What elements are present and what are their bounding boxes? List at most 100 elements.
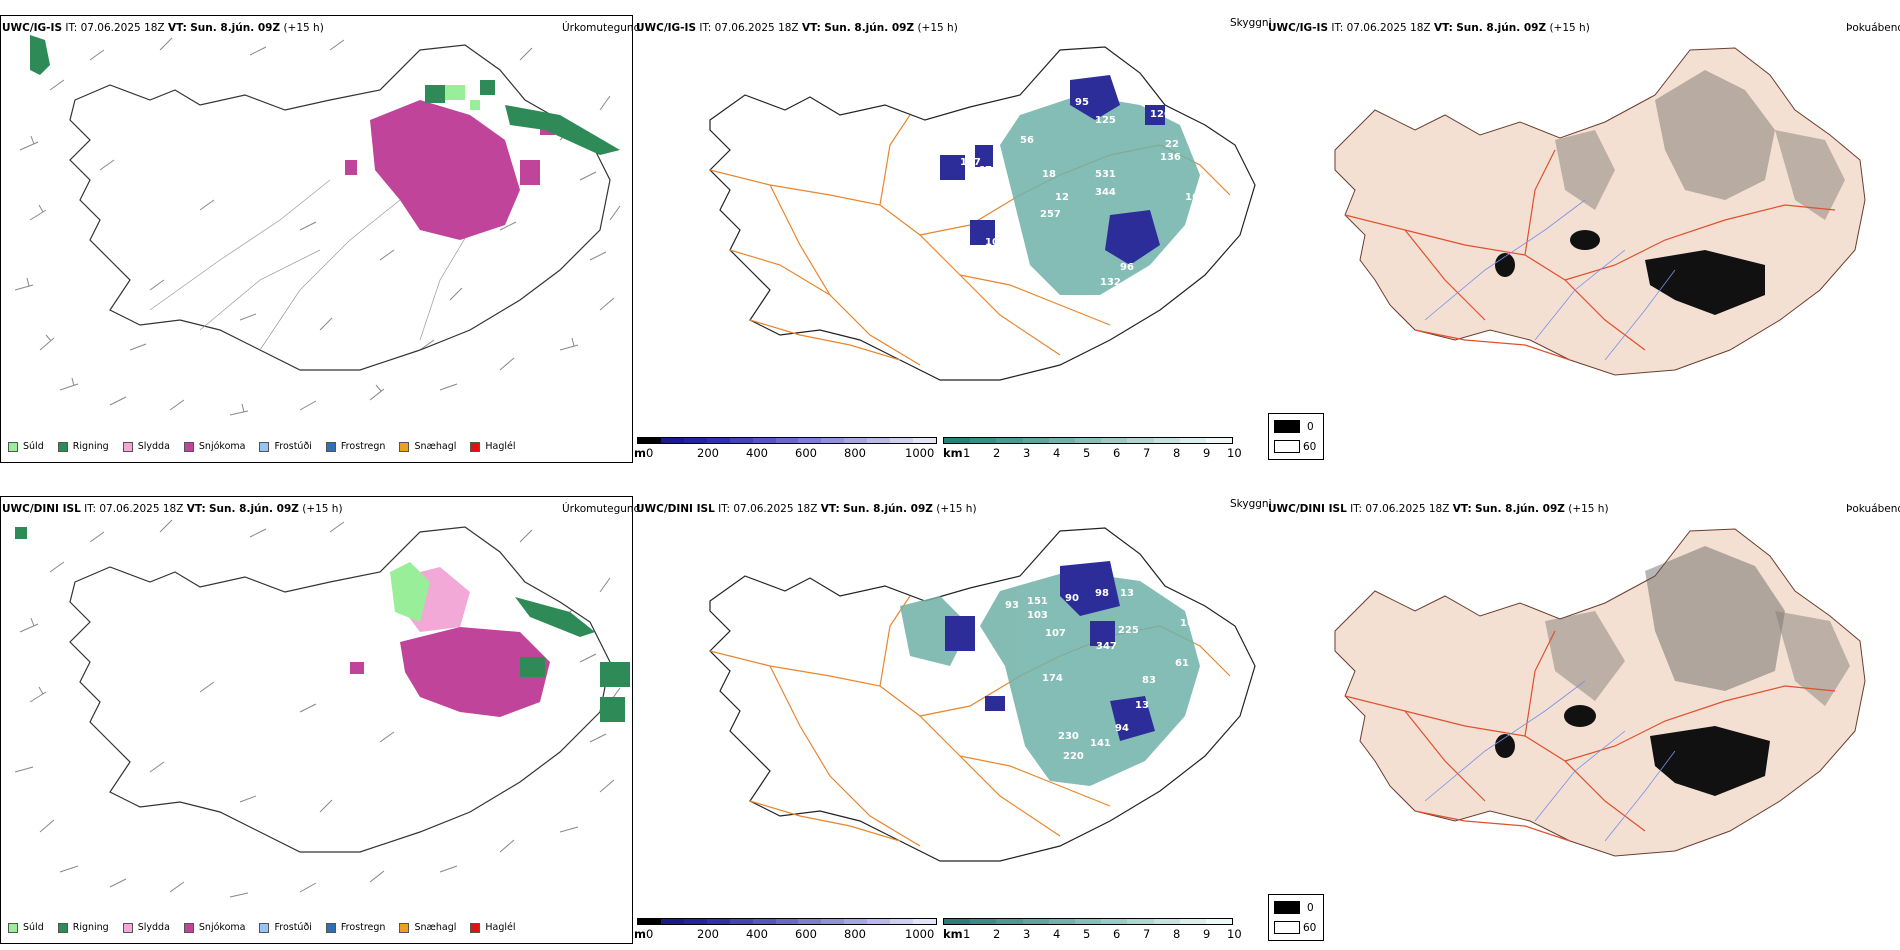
vt-label: VT: <box>1452 503 1472 515</box>
tick-label: 0 <box>646 446 654 460</box>
fog-label: 0 <box>1307 421 1314 433</box>
tick-label: 200 <box>697 927 719 941</box>
tick-label: 4 <box>1053 446 1061 460</box>
snow-number-labels: 151 103 90 98 13 225 107 347 120 174 83 … <box>895 578 1194 762</box>
vt-label: VT: <box>167 22 187 34</box>
panel-title: UWC/DINI ISL IT: 07.06.2025 18Z VT: Sun.… <box>2 503 343 515</box>
colorbar-segment <box>638 919 661 924</box>
wind-barbs <box>14 37 621 416</box>
visibility-map: 151 103 90 98 13 225 107 347 120 174 83 … <box>709 527 1256 862</box>
precip-title: Úrkomutegund <box>562 22 641 34</box>
colorbar-segment <box>970 919 997 924</box>
precip-panel-frame <box>0 496 633 944</box>
value-label: 230 <box>1058 731 1079 742</box>
precip-title: Úrkomutegund <box>562 503 641 515</box>
legend-swatch <box>470 922 481 933</box>
colorbar-segment <box>638 438 661 443</box>
low-visibility-areas <box>940 75 1165 265</box>
fog-rivers <box>1424 680 1676 842</box>
it-label: IT: <box>65 22 78 34</box>
fog-swatch-white <box>1274 440 1300 453</box>
tick-label: 1000 <box>905 927 935 941</box>
value-label: 119 <box>953 192 974 203</box>
legend-item-snow-pellets: Snæhagl <box>399 441 456 452</box>
colorbar-segment <box>821 919 845 924</box>
value-label: 136 <box>1160 152 1181 163</box>
colorbar-segment <box>1205 919 1233 924</box>
fog-legend: 0 60 <box>1268 894 1324 941</box>
panel-title: UWC/IG-IS IT: 07.06.2025 18Z VT: Sun. 8.… <box>1268 22 1590 34</box>
fog-map <box>1334 47 1866 376</box>
model-name: UWC/IG-IS <box>2 22 63 34</box>
it-value: 07.06.2025 18Z <box>1346 22 1431 34</box>
tick-label: 6 <box>1113 927 1121 941</box>
lead-time: (+15 h) <box>302 503 343 515</box>
legend-item-snow: Snjókoma <box>183 922 245 933</box>
vt-label: VT: <box>801 22 821 34</box>
colorbar-segment <box>706 919 730 924</box>
legend-swatch <box>325 441 336 452</box>
colorbar-segment <box>752 919 776 924</box>
colorbar-segment <box>683 438 707 443</box>
vt-value: Sun. 8.jún. 09Z <box>843 503 933 515</box>
colorbar-segment <box>660 919 684 924</box>
it-label: IT: <box>699 22 712 34</box>
colorbar-segment <box>1179 438 1206 443</box>
vt-value: Sun. 8.jún. 09Z <box>1475 503 1565 515</box>
legend-swatch <box>399 922 410 933</box>
colorbar-segment <box>1179 919 1206 924</box>
value-label: 344 <box>1095 187 1116 198</box>
tick-label: 2 <box>993 927 1001 941</box>
visibility-colorbar <box>943 918 1233 925</box>
legend-swatch <box>122 922 133 933</box>
it-value: 07.06.2025 18Z <box>1365 503 1450 515</box>
vt-label: VT: <box>1433 22 1453 34</box>
legend-item-hail: Haglél <box>470 922 516 933</box>
fog-roads <box>1344 149 1836 361</box>
value-label: 13 <box>1135 700 1149 711</box>
colorbar-segment <box>775 438 799 443</box>
colorbar-segment <box>1127 919 1154 924</box>
value-label: 94 <box>1115 723 1129 734</box>
colorbar-segment <box>890 438 914 443</box>
visibility-map: 95 125 126 22 107 67 47 18 12 531 344 25… <box>709 46 1256 381</box>
colorbar-segment <box>867 438 891 443</box>
legend-swatch <box>325 922 336 933</box>
value-label: 132 <box>1100 277 1121 288</box>
colorbar-segment <box>913 438 936 443</box>
low-visibility-areas <box>945 561 1155 741</box>
colorbar-segment <box>1153 919 1180 924</box>
tick-label: 400 <box>746 446 768 460</box>
colorbar-segment <box>1205 438 1233 443</box>
tick-label: 7 <box>1143 446 1151 460</box>
legend-item-freezing-drizzle: Frostúði <box>259 441 312 452</box>
lead-time: (+15 h) <box>917 22 958 34</box>
legend-swatch <box>8 441 18 452</box>
value-label: 531 <box>1095 169 1116 180</box>
iceland-outline <box>69 44 611 371</box>
lead-time: (+15 h) <box>1549 22 1590 34</box>
fog-legend: 0 60 <box>1268 413 1324 460</box>
colorbar-segment <box>1022 438 1049 443</box>
vt-value: Sun. 8.jún. 09Z <box>209 503 299 515</box>
it-label: IT: <box>84 503 97 515</box>
tick-label: 400 <box>746 927 768 941</box>
legend-item-freezing-rain: Frostregn <box>325 441 385 452</box>
lead-time: (+15 h) <box>283 22 324 34</box>
legend-item-drizzle: Súld <box>8 922 44 933</box>
value-label: 12 <box>1055 192 1069 203</box>
legend-swatch <box>470 441 481 452</box>
visibility-unit: km <box>943 446 963 460</box>
value-label: 67 <box>978 165 992 176</box>
legend-swatch <box>8 922 18 933</box>
legend-item-snow: Snjókoma <box>183 441 245 452</box>
elevation-unit: m <box>634 927 646 941</box>
fog-title: Þokuábendi <box>1846 503 1900 515</box>
value-label: 16 <box>1180 618 1194 629</box>
value-label: 18 <box>1042 169 1056 180</box>
colorbar-segment <box>752 438 776 443</box>
value-label: 103 <box>1027 610 1048 621</box>
elevation-unit: m <box>634 446 646 460</box>
value-label: 47 <box>985 182 999 193</box>
fog-map <box>1334 528 1866 857</box>
